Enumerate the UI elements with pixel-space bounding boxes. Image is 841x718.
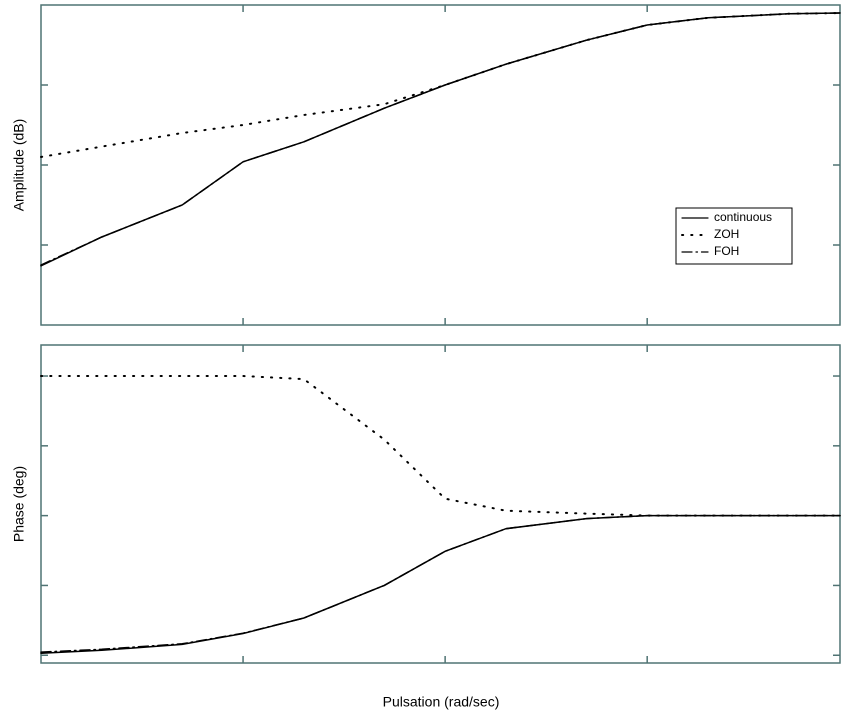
plot-frame xyxy=(40,4,841,326)
plot-frame xyxy=(40,344,841,664)
legend: continuous ZOH FOH xyxy=(675,207,793,265)
legend-label: ZOH xyxy=(714,227,739,241)
series-line xyxy=(40,375,841,517)
series-line xyxy=(40,514,841,653)
x-axis-label: Pulsation (rad/sec) xyxy=(383,694,500,710)
series-line xyxy=(40,12,841,158)
y-axis-label: Phase (deg) xyxy=(11,466,27,542)
series-line xyxy=(40,12,841,266)
legend-label: FOH xyxy=(714,244,739,258)
series-line xyxy=(40,514,841,654)
y-axis-label: Amplitude (dB) xyxy=(11,119,27,212)
legend-label: continuous xyxy=(714,210,772,224)
legend-box xyxy=(675,207,793,265)
